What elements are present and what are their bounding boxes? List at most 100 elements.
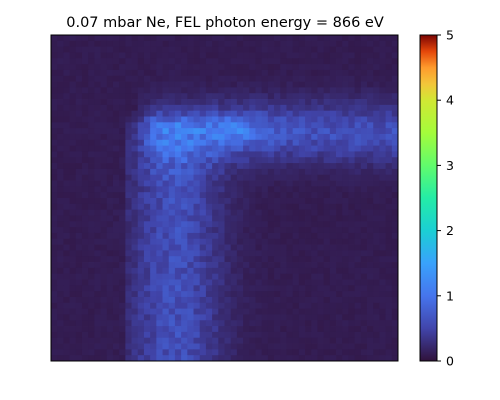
heatmap-cell [51,314,58,321]
heatmap-cell [286,314,294,321]
heatmap-cell [174,267,182,275]
heatmap-cell [168,174,176,181]
heatmap-cell [81,174,89,181]
heatmap-cell [81,168,89,176]
heatmap-cell [391,116,399,123]
heatmap-cell [323,331,331,339]
heatmap-cell [379,215,387,222]
heatmap-cell [243,52,250,59]
heatmap-cell [323,168,331,176]
heatmap-cell [379,221,387,228]
heatmap-cell [360,320,368,327]
heatmap-cell [125,326,132,333]
heatmap-cell [224,145,232,152]
heatmap-area [51,35,399,362]
heatmap-cell [249,209,256,216]
heatmap-cell [323,139,331,147]
heatmap-cell [218,355,225,362]
heatmap-cell [100,273,108,280]
heatmap-cell [119,180,126,187]
heatmap-cell [187,296,194,304]
heatmap-cell [205,58,213,65]
heatmap-cell [181,87,188,94]
heatmap-cell [57,174,64,181]
heatmap-cell [106,87,114,94]
heatmap-cell [230,314,238,321]
heatmap-cell [255,337,263,344]
heatmap-cell [150,215,157,222]
heatmap-cell [212,145,219,152]
heatmap-cell [360,291,368,298]
heatmap-cell [119,262,126,269]
heatmap-cell [218,244,225,251]
heatmap-cell [342,81,349,88]
heatmap-cell [274,35,281,42]
heatmap-cell [112,35,120,42]
heatmap-cell [286,337,294,344]
heatmap-cell [230,87,238,94]
heatmap-cell [63,337,70,344]
heatmap-cell [174,331,182,339]
heatmap-cell [218,291,225,298]
heatmap-cell [131,227,139,234]
heatmap-cell [373,35,380,42]
heatmap-cell [212,238,219,245]
heatmap-cell [379,314,387,321]
heatmap-cell [63,116,70,123]
heatmap-cell [119,35,126,42]
heatmap-cell [69,163,77,170]
heatmap-cell [274,267,281,275]
heatmap-cell [354,133,362,141]
heatmap-cell [243,355,250,362]
heatmap-cell [81,35,89,42]
heatmap-cell [212,302,219,310]
heatmap-cell [168,110,176,117]
heatmap-cell [57,40,64,48]
heatmap-cell [106,349,114,356]
heatmap-cell [255,244,263,251]
heatmap-cell [112,326,120,333]
heatmap-cell [75,337,83,344]
heatmap-cell [150,99,157,106]
heatmap-cell [218,314,225,321]
heatmap-cell [236,168,244,176]
heatmap-cell [174,337,182,344]
heatmap-cell [255,163,263,170]
heatmap-cell [230,227,238,234]
heatmap-cell [329,296,337,304]
heatmap-cell [51,58,58,65]
heatmap-cell [193,291,201,298]
heatmap-cell [329,256,337,263]
heatmap-cell [286,331,294,339]
heatmap-cell [379,209,387,216]
heatmap-cell [367,186,374,193]
heatmap-cell [51,273,58,280]
heatmap-cell [112,75,120,82]
heatmap-cell [94,320,101,327]
heatmap-cell [255,64,263,71]
heatmap-cell [119,331,126,339]
heatmap-cell [323,145,331,152]
heatmap-cell [106,198,114,205]
heatmap-cell [236,93,244,100]
heatmap-cell [199,52,207,59]
heatmap-cell [354,302,362,310]
heatmap-cell [187,267,194,275]
heatmap-cell [280,343,287,350]
heatmap-cell [298,163,306,170]
heatmap-cell [137,262,145,269]
heatmap-cell [317,110,325,117]
heatmap-cell [119,151,126,158]
heatmap-cell [367,122,374,129]
heatmap-cell [125,151,132,158]
heatmap-cell [286,198,294,205]
heatmap-cell [367,337,374,344]
heatmap-cell [311,180,318,187]
heatmap-cell [360,87,368,94]
heatmap-cell [51,198,58,205]
heatmap-cell [311,157,318,164]
heatmap-cell [218,104,225,112]
heatmap-cell [100,314,108,321]
heatmap-cell [187,110,194,117]
heatmap-cell [119,320,126,327]
